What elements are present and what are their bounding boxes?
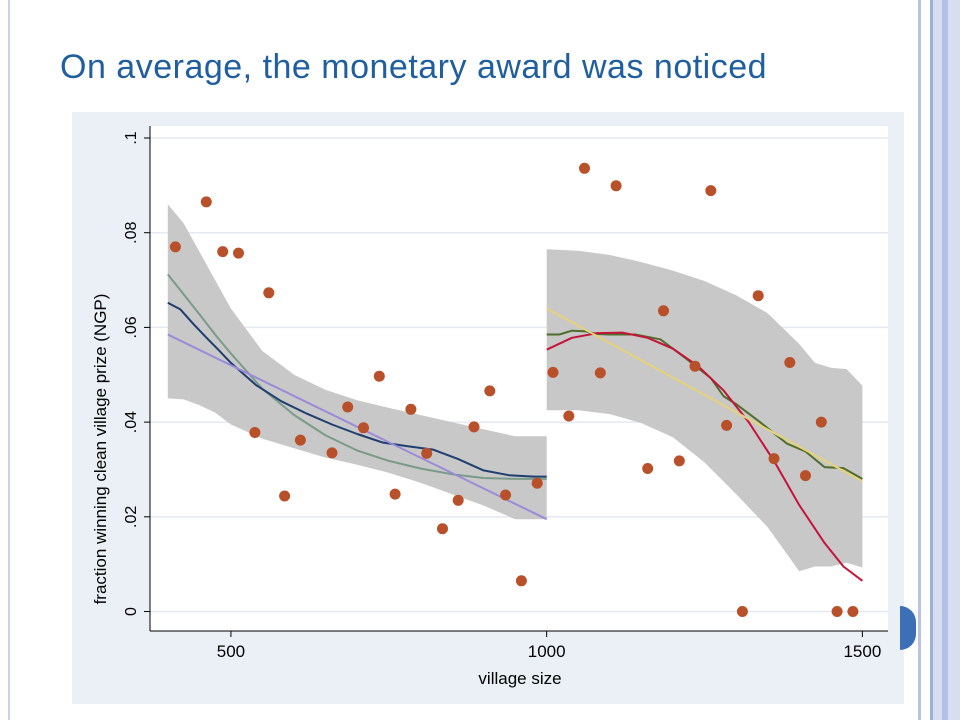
- y-tick-label: .1: [123, 131, 140, 144]
- data-point: [405, 403, 417, 415]
- data-point: [358, 422, 369, 434]
- slide-right-border: [918, 0, 921, 720]
- x-tick-label: 1500: [843, 642, 881, 661]
- data-point: [484, 385, 496, 397]
- data-point: [500, 489, 512, 501]
- x-axis-label: village size: [478, 669, 561, 688]
- data-point: [421, 447, 433, 459]
- y-axis-label: fraction winning clean village prize (NG…: [91, 294, 110, 605]
- data-point: [200, 196, 212, 208]
- data-point: [294, 434, 306, 446]
- slide-side-band: [930, 0, 960, 720]
- data-point: [437, 523, 448, 535]
- left-local-line: [167, 301, 547, 478]
- right-ci-band: [546, 249, 863, 572]
- data-points: [169, 162, 859, 617]
- confidence-bands: [167, 204, 863, 572]
- data-point: [233, 247, 244, 259]
- data-point: [263, 287, 275, 299]
- right-linear-line: [546, 307, 863, 483]
- data-point: [249, 427, 261, 438]
- data-point: [831, 606, 843, 617]
- left-ci-band: [167, 204, 547, 520]
- fit-lines: [167, 273, 864, 582]
- x-tick-label: 1000: [528, 642, 566, 661]
- data-point: [689, 360, 701, 372]
- scatter-chart: 0.02.04.06.08.1500 1000 1500 village size …: [72, 112, 904, 704]
- data-point: [169, 241, 181, 253]
- data-point: [705, 185, 717, 197]
- data-point: [579, 162, 590, 174]
- slide-title: On average, the monetary award was notic…: [60, 48, 768, 86]
- page-number-tab: [900, 606, 916, 650]
- data-point: [800, 470, 811, 482]
- data-point: [531, 477, 543, 489]
- data-point: [642, 463, 654, 474]
- data-point: [610, 180, 622, 192]
- right-quadratic-line: [546, 331, 864, 582]
- data-point: [468, 421, 480, 433]
- x-tick-label: 500: [217, 642, 245, 661]
- left-lowess-line: [167, 273, 547, 480]
- y-tick-label: .02: [123, 506, 140, 528]
- data-point: [563, 410, 575, 422]
- data-point: [373, 370, 385, 382]
- data-point: [547, 366, 559, 378]
- data-point: [515, 575, 527, 587]
- data-point: [721, 419, 733, 431]
- y-tick-label: .08: [123, 221, 140, 243]
- data-point: [815, 416, 827, 428]
- y-tick-label: 0: [123, 607, 140, 616]
- data-point: [658, 305, 669, 317]
- data-point: [389, 488, 401, 500]
- data-point: [594, 367, 606, 379]
- data-point: [326, 447, 338, 459]
- left-linear-line: [167, 333, 548, 521]
- data-point: [736, 606, 748, 617]
- y-tick-label: .06: [123, 316, 140, 338]
- chart-container: 0.02.04.06.08.1 500 1000 1500 village size …: [72, 112, 904, 704]
- data-point: [847, 606, 859, 617]
- data-point: [342, 401, 354, 413]
- data-point: [279, 490, 291, 502]
- slide-left-border: [8, 0, 10, 720]
- data-point: [752, 290, 764, 302]
- data-point: [217, 246, 229, 258]
- axes: 0 .02 .04 .06 .08 .1 500 1000 1500: [123, 126, 888, 661]
- data-point: [768, 453, 780, 465]
- y-tick-label: .04: [123, 411, 140, 433]
- data-point: [452, 494, 464, 506]
- data-point: [784, 357, 796, 368]
- data-point: [673, 455, 685, 467]
